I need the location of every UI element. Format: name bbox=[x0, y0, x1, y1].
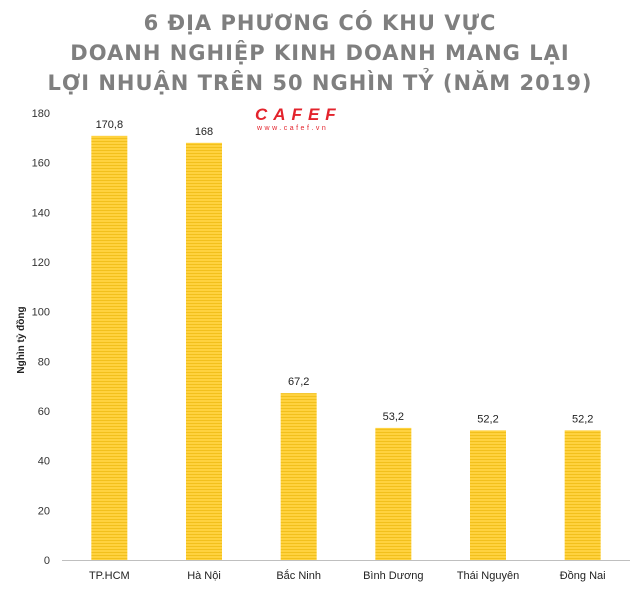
data-label: 52,2 bbox=[572, 413, 593, 425]
bar bbox=[564, 430, 601, 560]
y-tick-label: 140 bbox=[32, 207, 50, 219]
y-tick-label: 160 bbox=[32, 158, 50, 170]
bar bbox=[375, 427, 412, 560]
data-label: 170,8 bbox=[96, 119, 124, 131]
x-tick-label: Hà Nội bbox=[187, 570, 221, 582]
data-label: 53,2 bbox=[383, 411, 404, 423]
x-tick-label: TP.HCM bbox=[89, 570, 130, 582]
cafef-logo-url: www.cafef.vn bbox=[257, 125, 329, 132]
x-tick-label: Thái Nguyên bbox=[457, 570, 519, 582]
y-tick-label: 60 bbox=[38, 406, 50, 418]
cafef-logo: CAFEF www.cafef.vn bbox=[255, 106, 342, 133]
data-label: 168 bbox=[195, 126, 213, 138]
bars: 170,8 168 67,2 53,2 52,2 52,2 bbox=[91, 119, 601, 561]
y-tick-label: 80 bbox=[38, 356, 50, 368]
data-label: 67,2 bbox=[288, 376, 309, 388]
bar bbox=[280, 393, 317, 560]
y-tick-label: 0 bbox=[44, 555, 50, 567]
cafef-logo-text: CAFEF bbox=[255, 105, 342, 124]
y-axis: 0 20 40 60 80 100 120 140 160 180 bbox=[32, 108, 50, 567]
bar bbox=[186, 142, 222, 561]
y-axis-label: Nghìn tỷ đồng bbox=[15, 306, 27, 373]
y-tick-label: 180 bbox=[32, 108, 50, 120]
x-tick-label: Bình Dương bbox=[363, 570, 423, 582]
data-label: 52,2 bbox=[477, 413, 498, 425]
chart-title-line-3: LỢI NHUẬN TRÊN 50 NGHÌN TỶ (NĂM 2019) bbox=[47, 71, 593, 95]
y-tick-label: 40 bbox=[38, 456, 50, 468]
bar bbox=[91, 135, 128, 560]
y-tick-label: 20 bbox=[38, 505, 50, 517]
x-tick-label: Đồng Nai bbox=[560, 570, 606, 582]
y-tick-label: 120 bbox=[32, 257, 50, 269]
chart-title: 6 ĐỊA PHƯƠNG CÓ KHU VỰC DOANH NGHIỆP KIN… bbox=[0, 8, 640, 98]
chart-title-line-2: DOANH NGHIỆP KINH DOANH MANG LẠI bbox=[70, 41, 570, 65]
y-tick-label: 100 bbox=[32, 307, 50, 319]
x-tick-label: Bắc Ninh bbox=[276, 569, 321, 582]
x-axis: TP.HCM Hà Nội Bắc Ninh Bình Dương Thái Nguyê… bbox=[62, 560, 630, 582]
chart-title-line-1: 6 ĐỊA PHƯƠNG CÓ KHU VỰC bbox=[143, 11, 497, 35]
bar bbox=[470, 430, 506, 560]
